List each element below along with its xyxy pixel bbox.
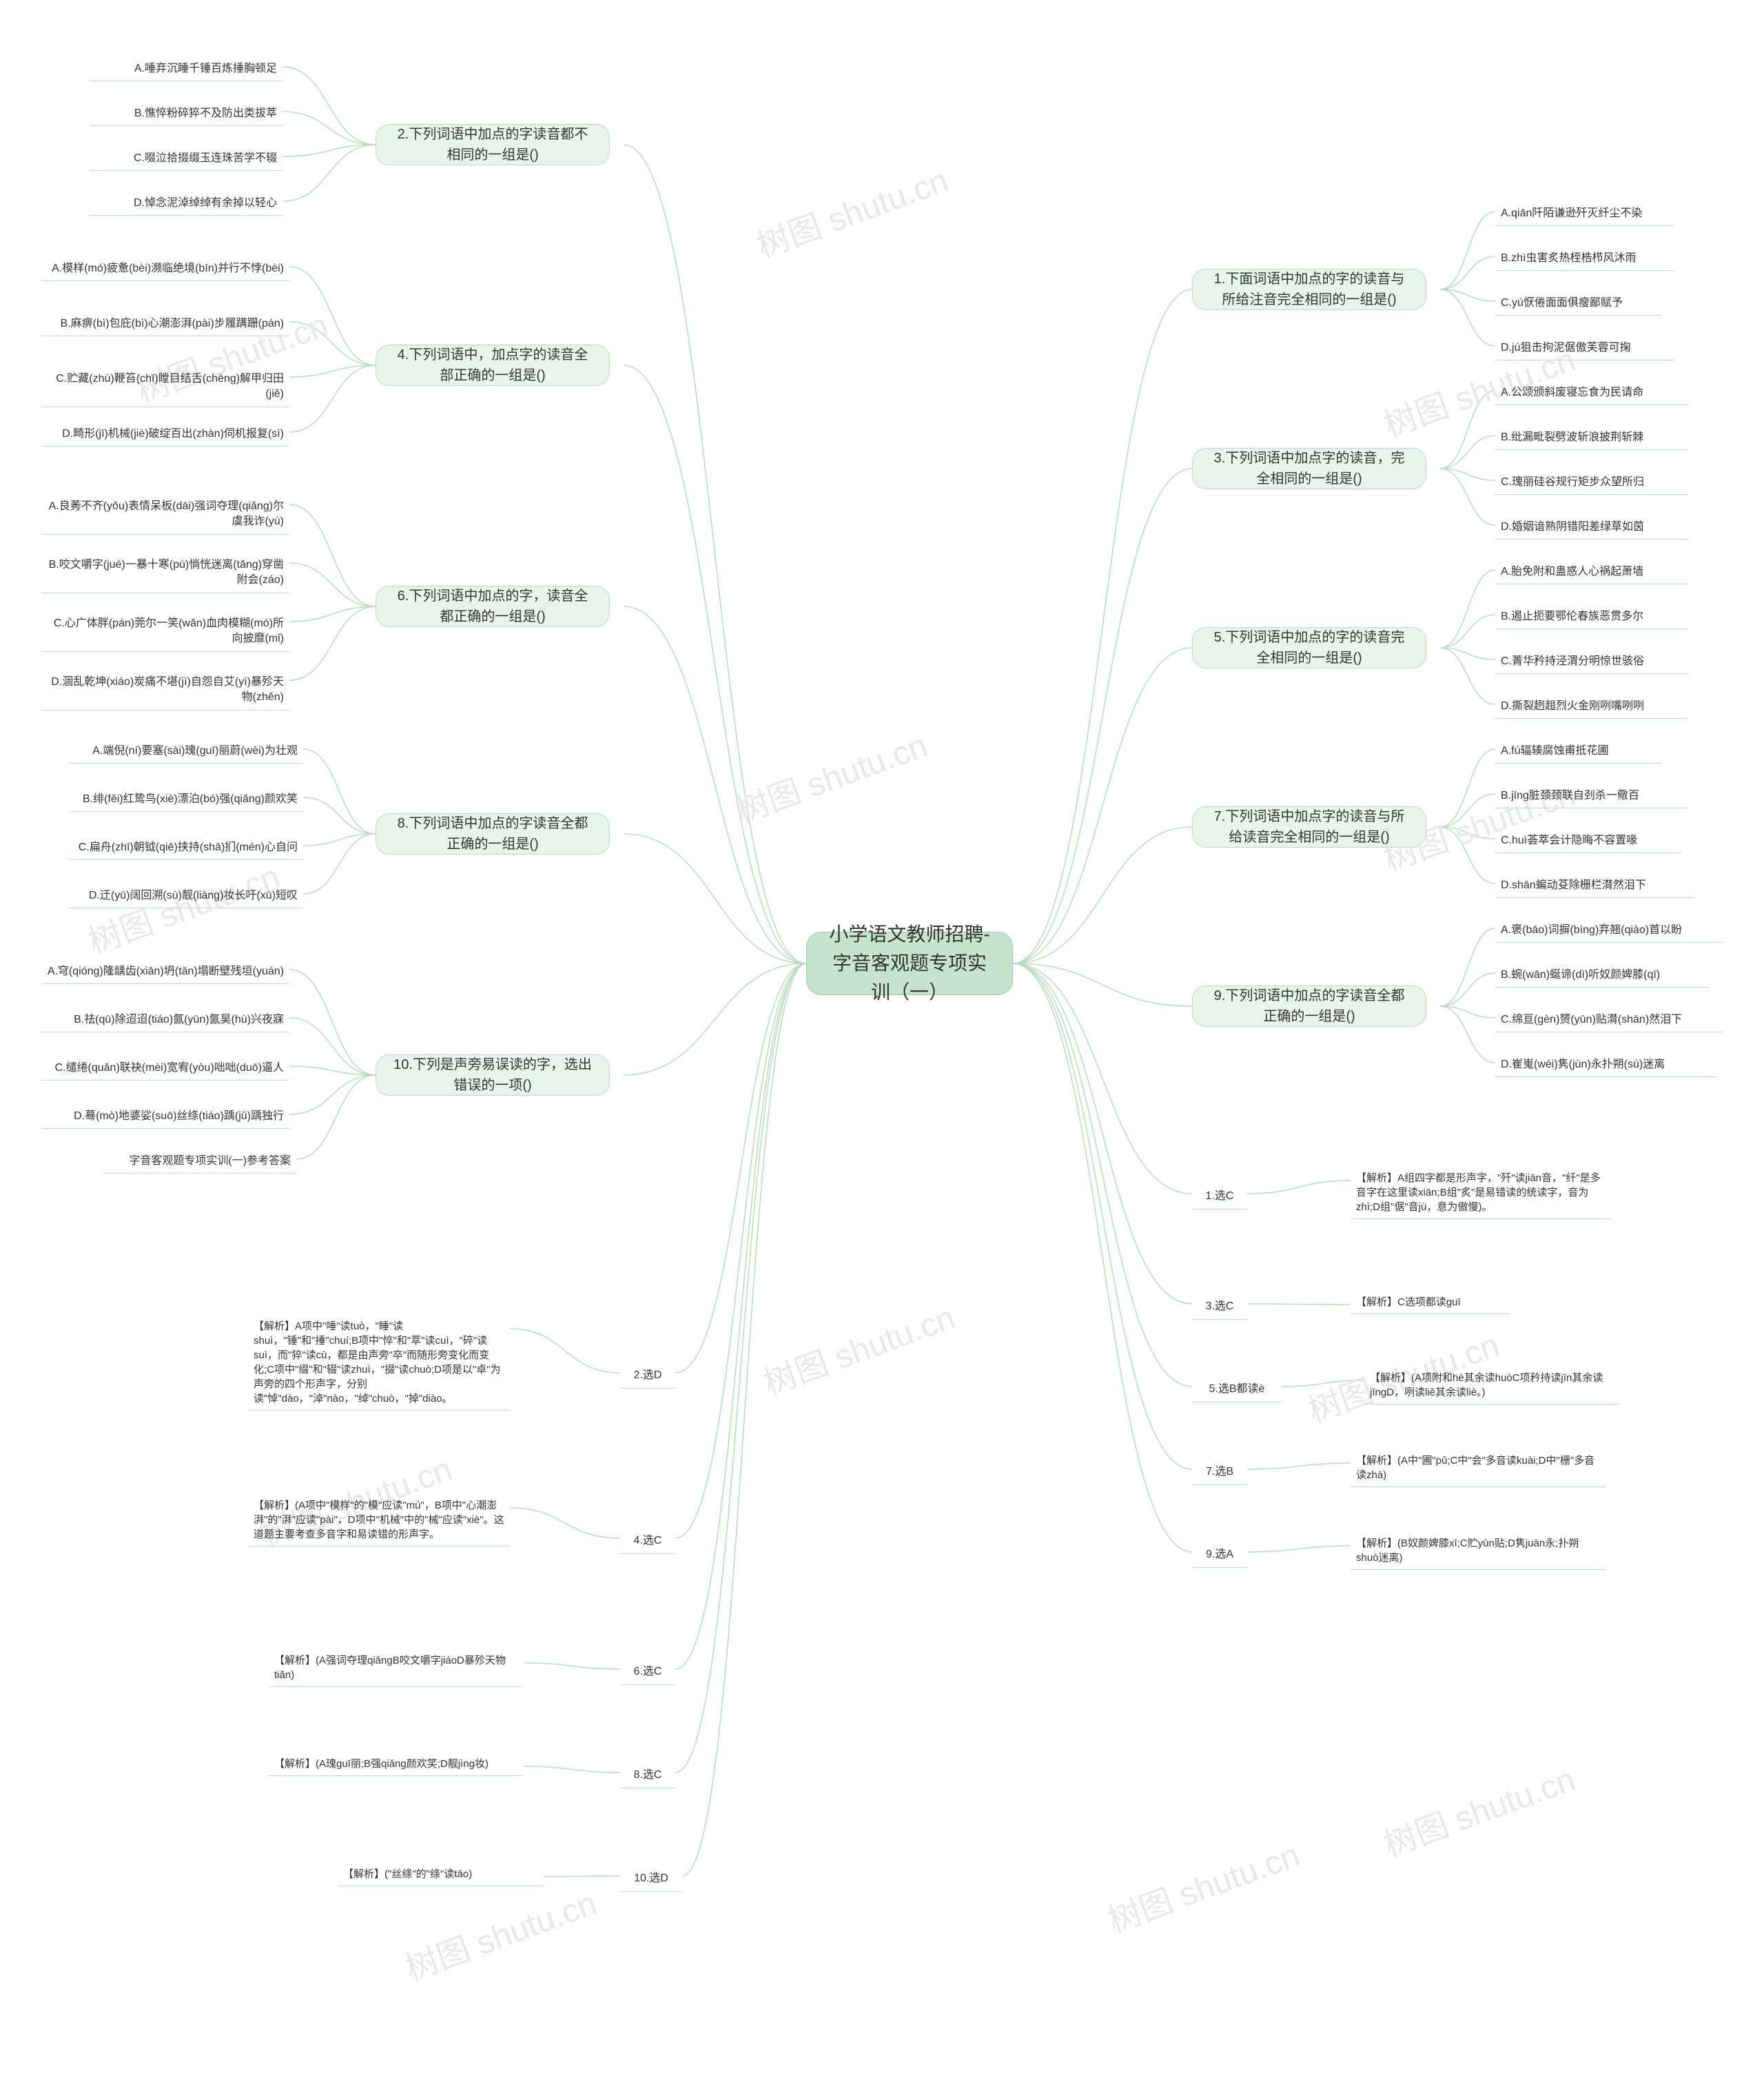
leaf-left-1-0: A.模样(mó)疲惫(bèi)濒临绝境(bīn)并行不悖(bèi) (41, 258, 289, 281)
leaf-left-0-0: A.唾弃沉睡千锤百炼捶胸顿足 (90, 59, 283, 81)
answer-explain-4: 【解析】(B奴颜婢膝xī;C贮yùn贴;D隽juàn永;扑朔shuò迷离) (1351, 1533, 1606, 1570)
branch-q-left-0[interactable]: 2.下列词语中加点的字读音都不相同的一组是() (376, 124, 610, 165)
leaf-left-0-2: C.啜泣拾掇缀玉连珠苦学不辍 (90, 148, 283, 171)
branch-q-left-1[interactable]: 4.下列词语中，加点字的读音全部正确的一组是() (376, 345, 610, 386)
leaf-right-1-2: C.瑰丽硅谷规行矩步众望所归 (1495, 472, 1688, 495)
leaf-left-0-1: B.憔悴粉碎猝不及防出类拔萃 (90, 103, 283, 126)
answer-left-explain-1: 【解析】(A项中"模样"的"模"应读"mú"，B项中"心潮澎湃"的"湃"应读"p… (248, 1495, 510, 1546)
watermark: 树图 shutu.cn (756, 1290, 961, 1404)
answer-left-explain-4: 【解析】("丝绦"的"绦"读tāo) (338, 1864, 544, 1886)
answer-left-0[interactable]: 2.选D (620, 1365, 675, 1389)
leaf-left-2-2: C.心广体胖(pán)莞尔一笑(wǎn)血肉模糊(mó)所向披靡(mǐ) (41, 613, 289, 652)
leaf-left-1-3: D.畸形(jī)机械(jiè)破绽百出(zhàn)伺机报复(sì) (41, 424, 289, 447)
leaf-right-3-1: B.jīng脏颈颈联自刭杀一儆百 (1495, 786, 1688, 808)
leaf-right-2-3: D.撕裂趔趄烈火金刚咧嘴咧咧 (1495, 696, 1688, 719)
leaf-right-3-0: A.fú辐辏腐蚀甫抵花圃 (1495, 741, 1661, 764)
branch-q-right-3[interactable]: 7.下列词语中加点字的读音与所给读音完全相同的一组是() (1192, 806, 1426, 848)
watermark: 树图 shutu.cn (1100, 1828, 1305, 1941)
leaf-right-2-0: A.胎免附和蛊惑人心祸起萧墙 (1495, 562, 1688, 584)
watermark: 树图 shutu.cn (1376, 1752, 1581, 1866)
answer-left-2[interactable]: 6.选C (620, 1661, 675, 1685)
answer-left-4[interactable]: 10.选D (620, 1868, 682, 1892)
leaf-left-3-3: D.迂(yū)阔回溯(sù)靓(liàng)妆长吁(xū)短叹 (69, 886, 303, 908)
answer-3[interactable]: 7.选B (1192, 1461, 1247, 1485)
answer-left-1[interactable]: 4.选C (620, 1530, 675, 1554)
leaf-right-0-2: C.yú恹倦面面俱瘦鄙赋予 (1495, 293, 1661, 316)
leaf-right-0-3: D.jú狙击拘泥倨傲芙蓉可掬 (1495, 338, 1674, 360)
watermark: 树图 shutu.cn (749, 153, 954, 267)
answer-explain-2: 【解析】(A项附和hè其余读huòC项矜持读jīn其余读jīngD，咧读liě其… (1364, 1368, 1619, 1404)
answer-2[interactable]: 5.选B都读è (1192, 1378, 1282, 1402)
leaf-left-4-4: 字音客观题专项实训(一)参考答案 (103, 1151, 296, 1174)
leaf-right-0-1: B.zhì虫害炙热桎梏栉风沐雨 (1495, 248, 1674, 271)
answer-1[interactable]: 3.选C (1192, 1296, 1247, 1320)
branch-q-right-4[interactable]: 9.下列词语中加点的字读音全都正确的一组是() (1192, 985, 1426, 1027)
branch-q-right-0[interactable]: 1.下面词语中加点的字的读音与所给注音完全相同的一组是() (1192, 269, 1426, 310)
center-node[interactable]: 小学语文教师招聘-字音客观题专项实训（一） (806, 932, 1013, 995)
leaf-left-3-0: A.端倪(ní)要塞(sài)瑰(guī)丽蔚(wèi)为壮观 (69, 741, 303, 764)
leaf-left-3-2: C.扁舟(zhī)朝钺(qiē)挟持(shā)扪(mén)心自问 (69, 837, 303, 860)
leaf-left-2-0: A.良莠不齐(yǒu)表情呆板(dāi)强词夺理(qiǎng)尔虞我诈(yú) (41, 496, 289, 535)
answer-left-explain-0: 【解析】A项中"唾"读tuò，"睡"读shuì，"锤"和"捶"chuí;B项中"… (248, 1316, 510, 1411)
leaf-left-4-0: A.穹(qióng)隆龋齿(xiān)坍(tān)塌断壁残垣(yuán) (41, 961, 289, 984)
answer-0[interactable]: 1.选C (1192, 1185, 1247, 1209)
leaf-right-1-3: D.婚姻谙熟阴错阳差绿草如茵 (1495, 517, 1688, 540)
branch-q-left-3[interactable]: 8.下列词语中加点的字读音全都正确的一组是() (376, 813, 610, 855)
leaf-right-1-0: A.公颂颁斜废寝忘食为民请命 (1495, 382, 1688, 405)
leaf-left-4-3: D.蓦(mò)地婆娑(suō)丝绦(tiáo)踽(jǔ)踽独行 (41, 1106, 289, 1129)
branch-q-left-4[interactable]: 10.下列是声旁易误读的字，选出错误的一项() (376, 1054, 610, 1096)
watermark: 树图 shutu.cn (728, 718, 933, 832)
leaf-left-0-3: D.悼念泥淖绰绰有余掉以轻心 (90, 193, 283, 216)
leaf-right-3-2: C.huì荟萃会计隐晦不容置喙 (1495, 830, 1681, 853)
leaf-right-4-0: A.褒(bāo)词摒(bìng)弃翘(qiào)首以盼 (1495, 920, 1723, 943)
leaf-left-1-2: C.贮藏(zhù)鞭笞(chī)瞠目结舌(chēng)解甲归田(jiě) (41, 369, 289, 407)
leaf-right-4-3: D.崔嵬(wéi)隽(jùn)永扑朔(sù)迷离 (1495, 1054, 1716, 1077)
leaf-left-1-1: B.麻痹(bì)包庇(bì)心潮澎湃(pài)步履蹒跚(pán) (41, 314, 289, 336)
leaf-right-4-1: B.蜿(wān)蜒谛(dì)听奴颜婢膝(qī) (1495, 965, 1709, 988)
branch-q-right-1[interactable]: 3.下列词语中加点字的读音，完全相同的一组是() (1192, 448, 1426, 489)
branch-q-right-2[interactable]: 5.下列词语中加点的字的读音完全相同的一组是() (1192, 627, 1426, 668)
leaf-right-1-1: B.纰漏毗裂劈波斩浪披荆斩棘 (1495, 427, 1688, 450)
leaf-left-2-1: B.咬文嚼字(jué)一暴十寒(pù)惝恍迷离(tǎng)穿凿附会(záo) (41, 555, 289, 593)
leaf-left-3-1: B.绯(fěi)红鸷鸟(xiè)漂泊(bó)强(qiǎng)颜欢笑 (69, 789, 303, 812)
watermark: 树图 shutu.cn (398, 1876, 602, 1990)
leaf-right-2-1: B.遏止扼要鄂伦春族恶贯多尔 (1495, 606, 1688, 629)
answer-left-explain-3: 【解析】(A瑰guī丽;B强qiǎng颜欢笑;D靓jìng妆) (269, 1754, 524, 1776)
answer-explain-3: 【解析】(A中"圃"pǔ;C中"会"多音读kuài;D中"栅"多音读zhà) (1351, 1451, 1606, 1487)
leaf-left-4-2: C.缱绻(quǎn)联袂(mèi)宽宥(yòu)咄咄(duō)逼人 (41, 1058, 289, 1081)
leaf-left-4-1: B.祛(qū)除迢迢(tiáo)氤(yūn)氤昊(hù)兴夜寐 (41, 1010, 289, 1032)
branch-q-left-2[interactable]: 6.下列词语中加点的字，读音全都正确的一组是() (376, 586, 610, 627)
answer-explain-0: 【解析】A组四字都是形声字，"歼"读jiān音，"纤"是多音字在这里读xiān;… (1351, 1168, 1612, 1219)
answer-left-3[interactable]: 8.选C (620, 1764, 675, 1788)
answer-left-explain-2: 【解析】(A强词夺理qiǎngB咬文嚼字jiáoD暴殄天物tiǎn) (269, 1651, 524, 1687)
leaf-left-2-3: D.涸乱乾坤(xiáo)炭痛不堪(jì)自怨自艾(yì)暴殄天物(zhěn) (41, 672, 289, 711)
leaf-right-3-3: D.shān蝙动芟除栅栏潸然泪下 (1495, 875, 1695, 898)
answer-4[interactable]: 9.选A (1192, 1544, 1247, 1568)
leaf-right-2-2: C.菁华矜持泾渭分明惊世骇俗 (1495, 651, 1688, 674)
leaf-right-0-0: A.qiān阡陌谦逊歼灭纤尘不染 (1495, 203, 1674, 226)
leaf-right-4-2: C.绵亘(gèn)赟(yūn)贴潸(shān)然泪下 (1495, 1010, 1723, 1032)
answer-explain-1: 【解析】C选项都读guī (1351, 1292, 1509, 1314)
